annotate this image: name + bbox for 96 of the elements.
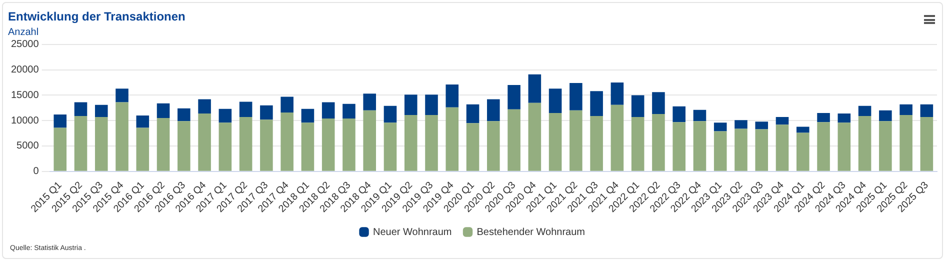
bar [178,108,190,122]
bar [508,85,520,110]
bar [156,118,170,171]
bar [631,117,644,171]
bar [260,120,273,171]
bar [590,116,603,171]
bar [342,104,356,119]
bar [404,94,418,116]
bar [178,121,190,171]
bar [94,104,108,118]
bar [714,131,727,171]
bar [301,122,314,171]
bar [54,128,67,171]
bar [548,112,562,171]
y-tick-label: 5000 [16,140,40,152]
y-tick-label: 25000 [10,39,40,50]
legend-label: Bestehender Wohnraum [476,226,585,238]
bar [548,88,562,113]
bar [198,99,211,114]
bar [879,121,892,171]
bar [466,104,480,124]
bar [610,104,624,171]
bar [900,115,912,171]
bar [714,122,727,132]
bar [466,123,480,171]
bar [838,122,851,171]
bar [218,122,232,171]
bar [631,95,644,118]
bar [879,110,892,122]
bar [198,113,211,171]
bar [693,121,706,171]
y-tick-label: 10000 [10,115,40,126]
bar [508,109,520,171]
bar [652,92,665,114]
bar [590,91,603,116]
bar [838,113,851,123]
bar [487,99,500,122]
bar [570,110,582,171]
bar [920,117,934,171]
bar [755,122,768,130]
bar [280,96,294,112]
bar [116,102,128,171]
chart-subtitle: Anzahl [8,27,39,38]
bar [301,108,314,123]
bar [446,84,459,108]
bar [776,117,789,125]
bar [156,103,170,118]
bar [363,110,376,171]
y-tick-label: 15000 [10,90,40,101]
bar [363,94,376,110]
bar [239,102,252,118]
bar [796,126,810,133]
bar [672,106,686,122]
bar [425,115,438,171]
bar [342,118,356,171]
bar [734,128,748,171]
bar [94,117,108,171]
bar [652,114,665,171]
bar [776,124,789,171]
bar [116,88,128,102]
bar [920,104,934,118]
bar [817,122,830,171]
bar [404,115,418,171]
bar [425,94,438,116]
bar [260,105,273,120]
bar [218,108,232,123]
bar [610,82,624,105]
bar [693,110,706,122]
bar [136,116,150,128]
bar [322,102,335,119]
bar [734,120,748,129]
bar [528,102,542,171]
chart-title: Entwicklung der Transaktionen [8,10,186,24]
bar [900,104,912,116]
y-tick-label: 0 [33,166,40,178]
bar [446,107,459,171]
bar [858,106,872,116]
bar [796,132,810,171]
bar [54,114,67,128]
legend-label: Neuer Wohnraum [373,226,452,238]
bar [280,112,294,171]
bar [528,74,542,103]
bar [817,112,830,122]
bar [384,106,397,123]
bar [74,116,88,171]
bar [487,121,500,171]
bar [239,117,252,171]
bar [136,128,150,171]
bar [322,118,335,171]
bar [755,129,768,171]
bar [672,122,686,171]
y-tick-label: 20000 [10,64,40,76]
bar [858,116,872,171]
bar [570,83,582,110]
bar [384,122,397,171]
bar [74,102,88,116]
